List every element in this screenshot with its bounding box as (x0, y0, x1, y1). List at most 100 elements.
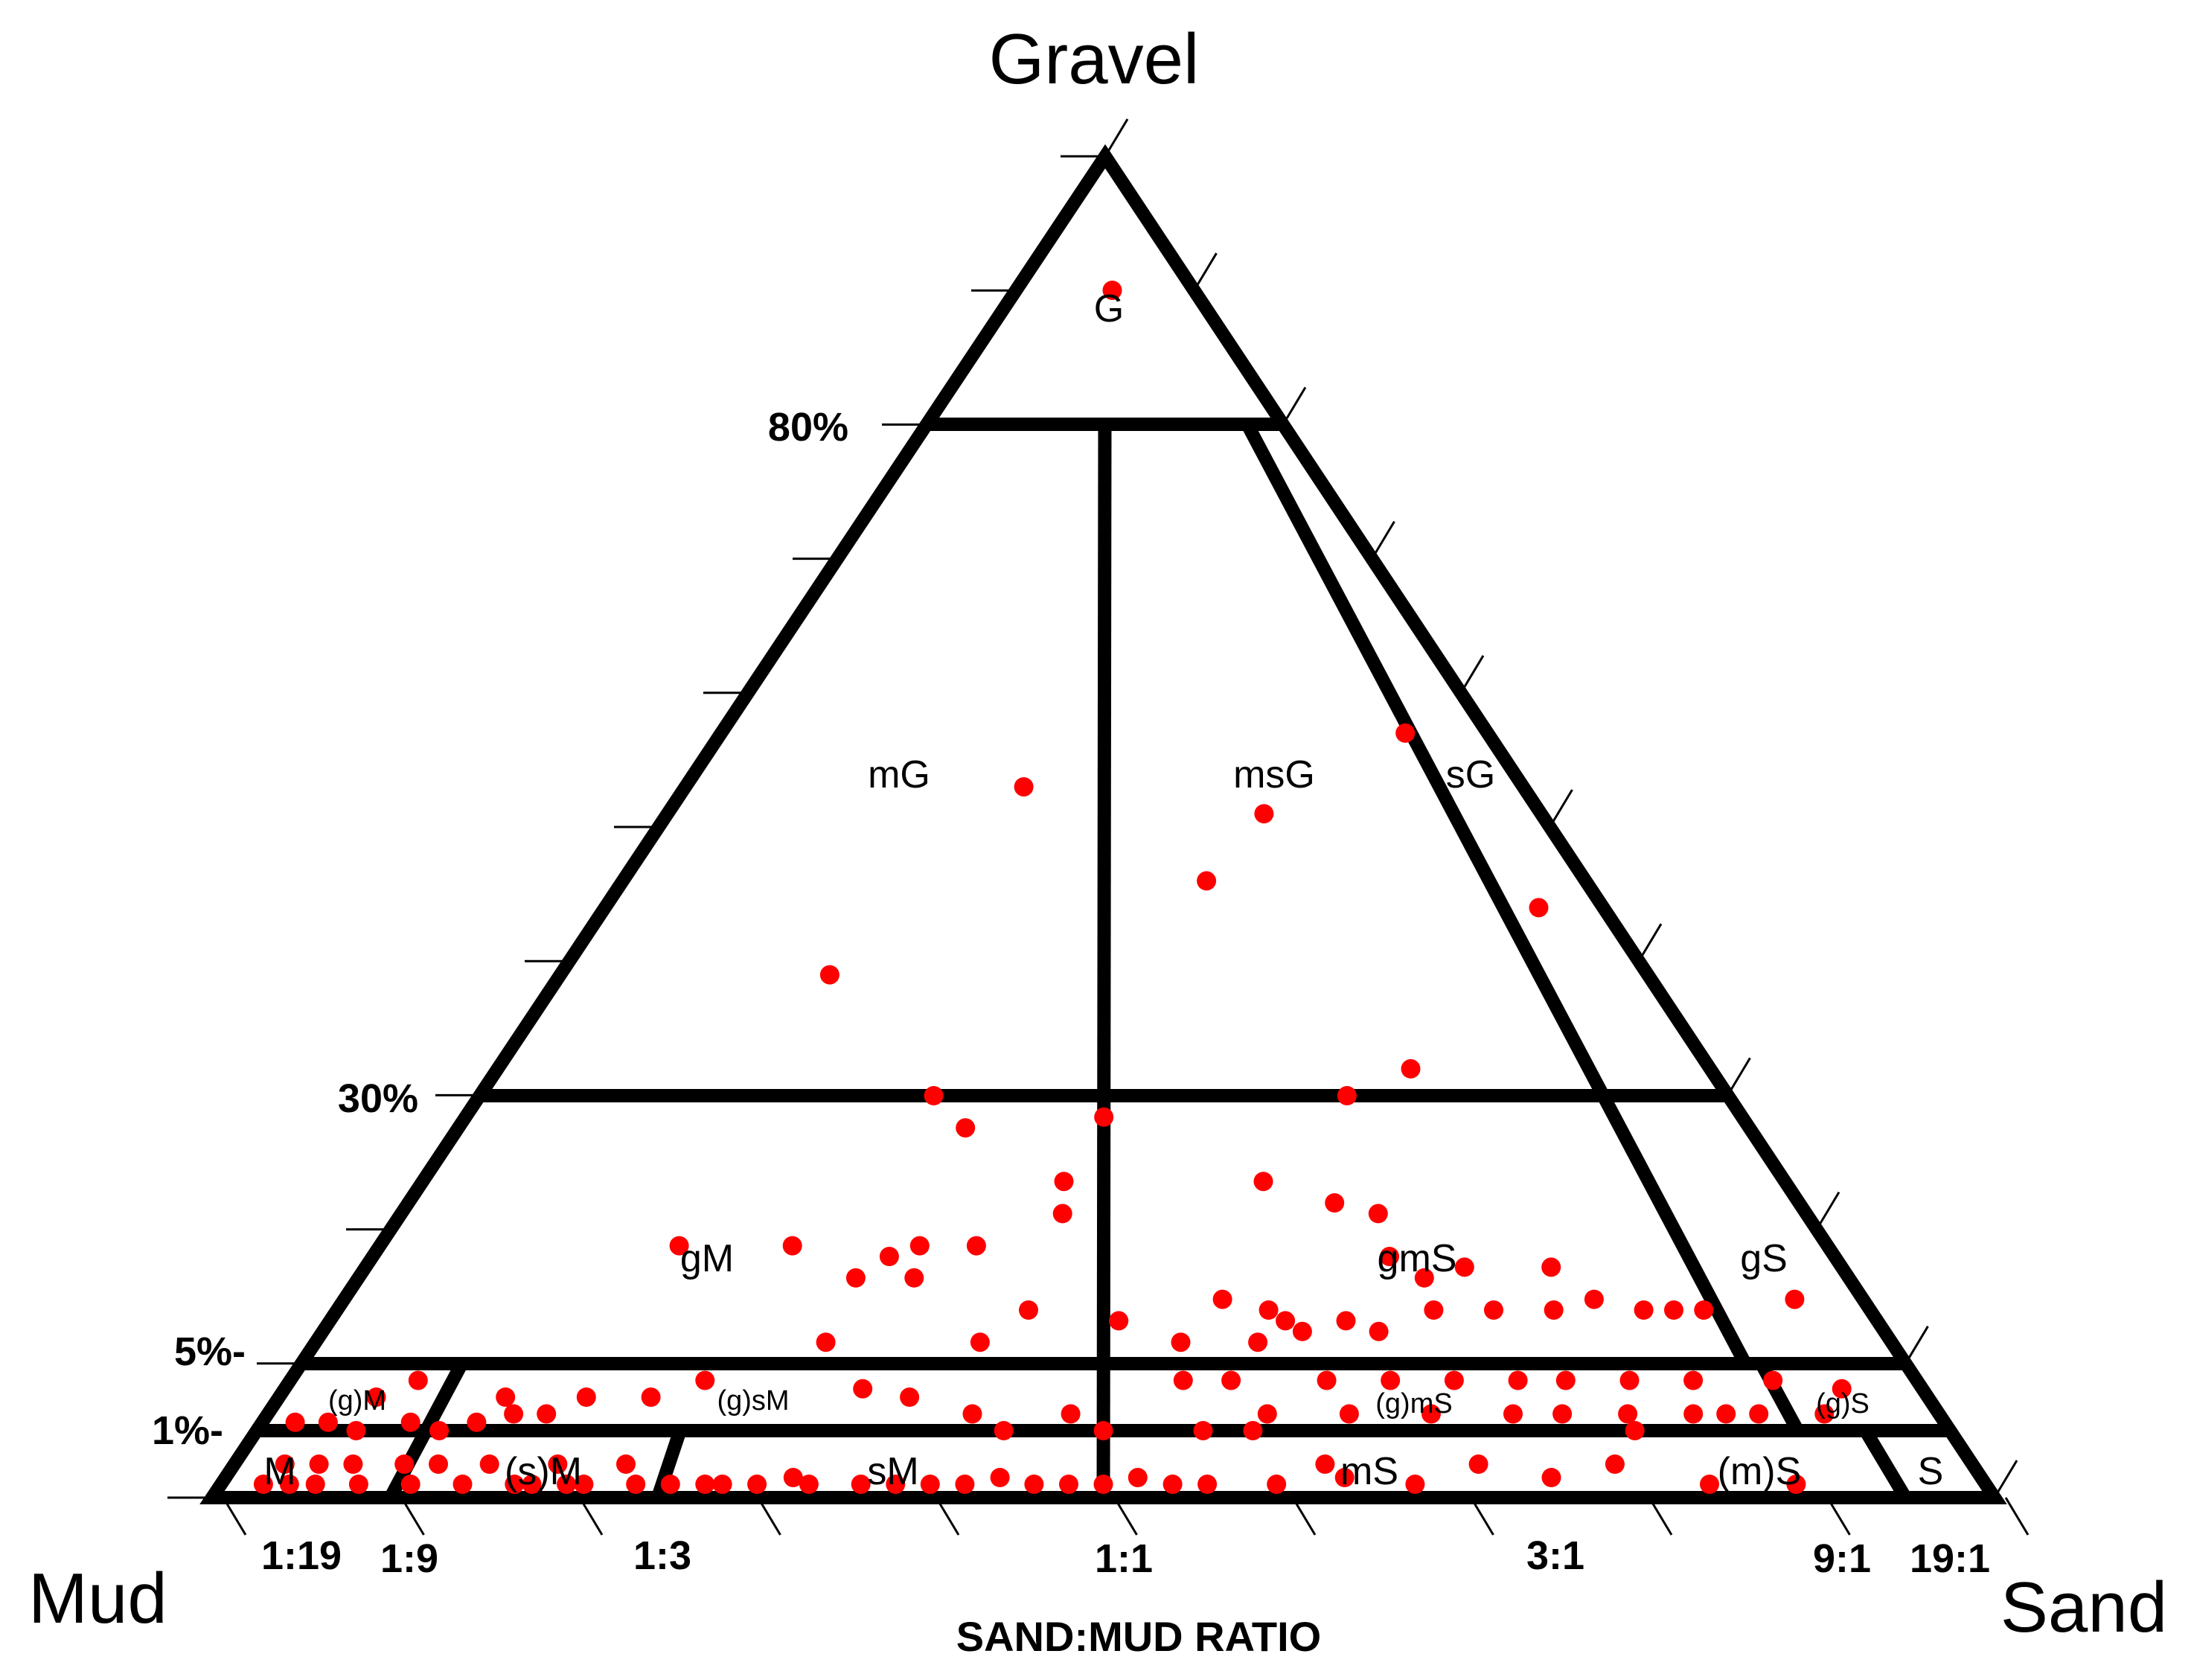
data-point (318, 1412, 338, 1432)
ratio-boundary-5 (420, 1360, 468, 1434)
data-point (574, 1475, 594, 1494)
data-point (1093, 1475, 1113, 1494)
data-point (1468, 1454, 1488, 1474)
data-point (1052, 1204, 1072, 1224)
data-point (1162, 1475, 1183, 1494)
vertex-label-sand: Sand (2000, 1568, 2167, 1647)
data-point (990, 1468, 1010, 1487)
region-label-mS: mS (1340, 1450, 1398, 1493)
region-label-gmS-trace: (g)mS (1375, 1388, 1452, 1419)
data-point (522, 1475, 542, 1494)
data-point (1267, 1475, 1287, 1494)
data-point (1484, 1300, 1503, 1320)
data-point (1173, 1370, 1193, 1390)
data-point (1059, 1475, 1078, 1494)
data-point (1325, 1193, 1345, 1213)
data-point (1508, 1370, 1528, 1390)
data-point (1061, 1404, 1081, 1424)
data-point (886, 1475, 906, 1494)
data-point (962, 1404, 982, 1424)
gravel-pct-80: 80% (768, 405, 848, 450)
data-point (626, 1475, 646, 1494)
data-point (1109, 1311, 1129, 1331)
data-point (1317, 1370, 1337, 1390)
data-point (1102, 281, 1122, 300)
ratio-label-1-19: 1:19 (261, 1533, 342, 1578)
data-point (669, 1236, 689, 1256)
data-point (275, 1454, 295, 1474)
axis-title-sand-mud-ratio: SAND:MUD RATIO (956, 1613, 1321, 1660)
data-point (1552, 1404, 1573, 1424)
data-point (1619, 1370, 1640, 1390)
ratio-label-1-9: 1:9 (380, 1536, 438, 1581)
data-point (1634, 1300, 1654, 1320)
data-point (400, 1412, 420, 1432)
data-point (920, 1475, 940, 1494)
data-point (1786, 1475, 1806, 1494)
data-point (1258, 1300, 1279, 1320)
data-point (994, 1421, 1014, 1440)
data-point (1664, 1300, 1683, 1320)
region-label-sG: sG (1446, 753, 1495, 796)
vertex-label-mud: Mud (28, 1559, 167, 1638)
data-point (505, 1475, 525, 1494)
data-point (1276, 1311, 1296, 1331)
data-point (900, 1387, 920, 1407)
ratio-boundary-4 (1859, 1427, 1911, 1501)
data-point (1401, 1058, 1421, 1079)
region-label-sM: sM (867, 1450, 918, 1493)
data-point (1368, 1204, 1388, 1224)
ratio-label-1-1: 1:1 (1095, 1536, 1153, 1581)
data-point (924, 1086, 944, 1105)
data-point (394, 1454, 415, 1474)
region-label-gS-trace: (g)S (1816, 1388, 1870, 1419)
data-point (1814, 1404, 1835, 1424)
data-point (1694, 1300, 1714, 1320)
data-point (1618, 1404, 1638, 1424)
data-point (1785, 1289, 1805, 1309)
data-point (1555, 1370, 1576, 1390)
data-point (346, 1421, 366, 1440)
data-point (576, 1387, 596, 1407)
data-point (1337, 1086, 1357, 1105)
data-point (1763, 1370, 1783, 1390)
data-point (429, 1454, 448, 1474)
data-point (1024, 1475, 1044, 1494)
data-point (1444, 1370, 1464, 1390)
region-label-gmS: gmS (1378, 1237, 1457, 1280)
ratio-boundary-0 (1096, 424, 1112, 1498)
data-point (479, 1454, 499, 1474)
data-points (253, 281, 1852, 1494)
data-point (1544, 1300, 1564, 1320)
data-point (1243, 1421, 1263, 1440)
data-point (1541, 1468, 1561, 1487)
data-point (1454, 1257, 1474, 1277)
region-label-G: G (1094, 287, 1124, 330)
data-point (1584, 1289, 1604, 1309)
data-point (1197, 871, 1217, 891)
data-point (1381, 1370, 1401, 1390)
data-point (253, 1475, 273, 1494)
data-point (712, 1475, 732, 1494)
data-point (1716, 1404, 1736, 1424)
data-point (1529, 898, 1549, 918)
data-point (641, 1387, 661, 1407)
data-point (783, 1468, 803, 1487)
data-point (845, 1268, 866, 1288)
data-point (1700, 1475, 1719, 1494)
vertex-label-gravel: Gravel (989, 19, 1200, 99)
data-point (1395, 723, 1416, 743)
data-point (343, 1454, 363, 1474)
data-point (429, 1421, 450, 1440)
data-point (408, 1370, 428, 1390)
data-point (1683, 1370, 1704, 1390)
data-point (851, 1475, 871, 1494)
data-point (1212, 1289, 1232, 1309)
gravel-pct-1: 1%- (152, 1408, 223, 1453)
bottom-edge-tick (2004, 1497, 2030, 1536)
region-label-gM: gM (680, 1237, 734, 1280)
data-point (816, 1332, 836, 1352)
data-point (1336, 1311, 1356, 1331)
data-point (660, 1475, 680, 1494)
